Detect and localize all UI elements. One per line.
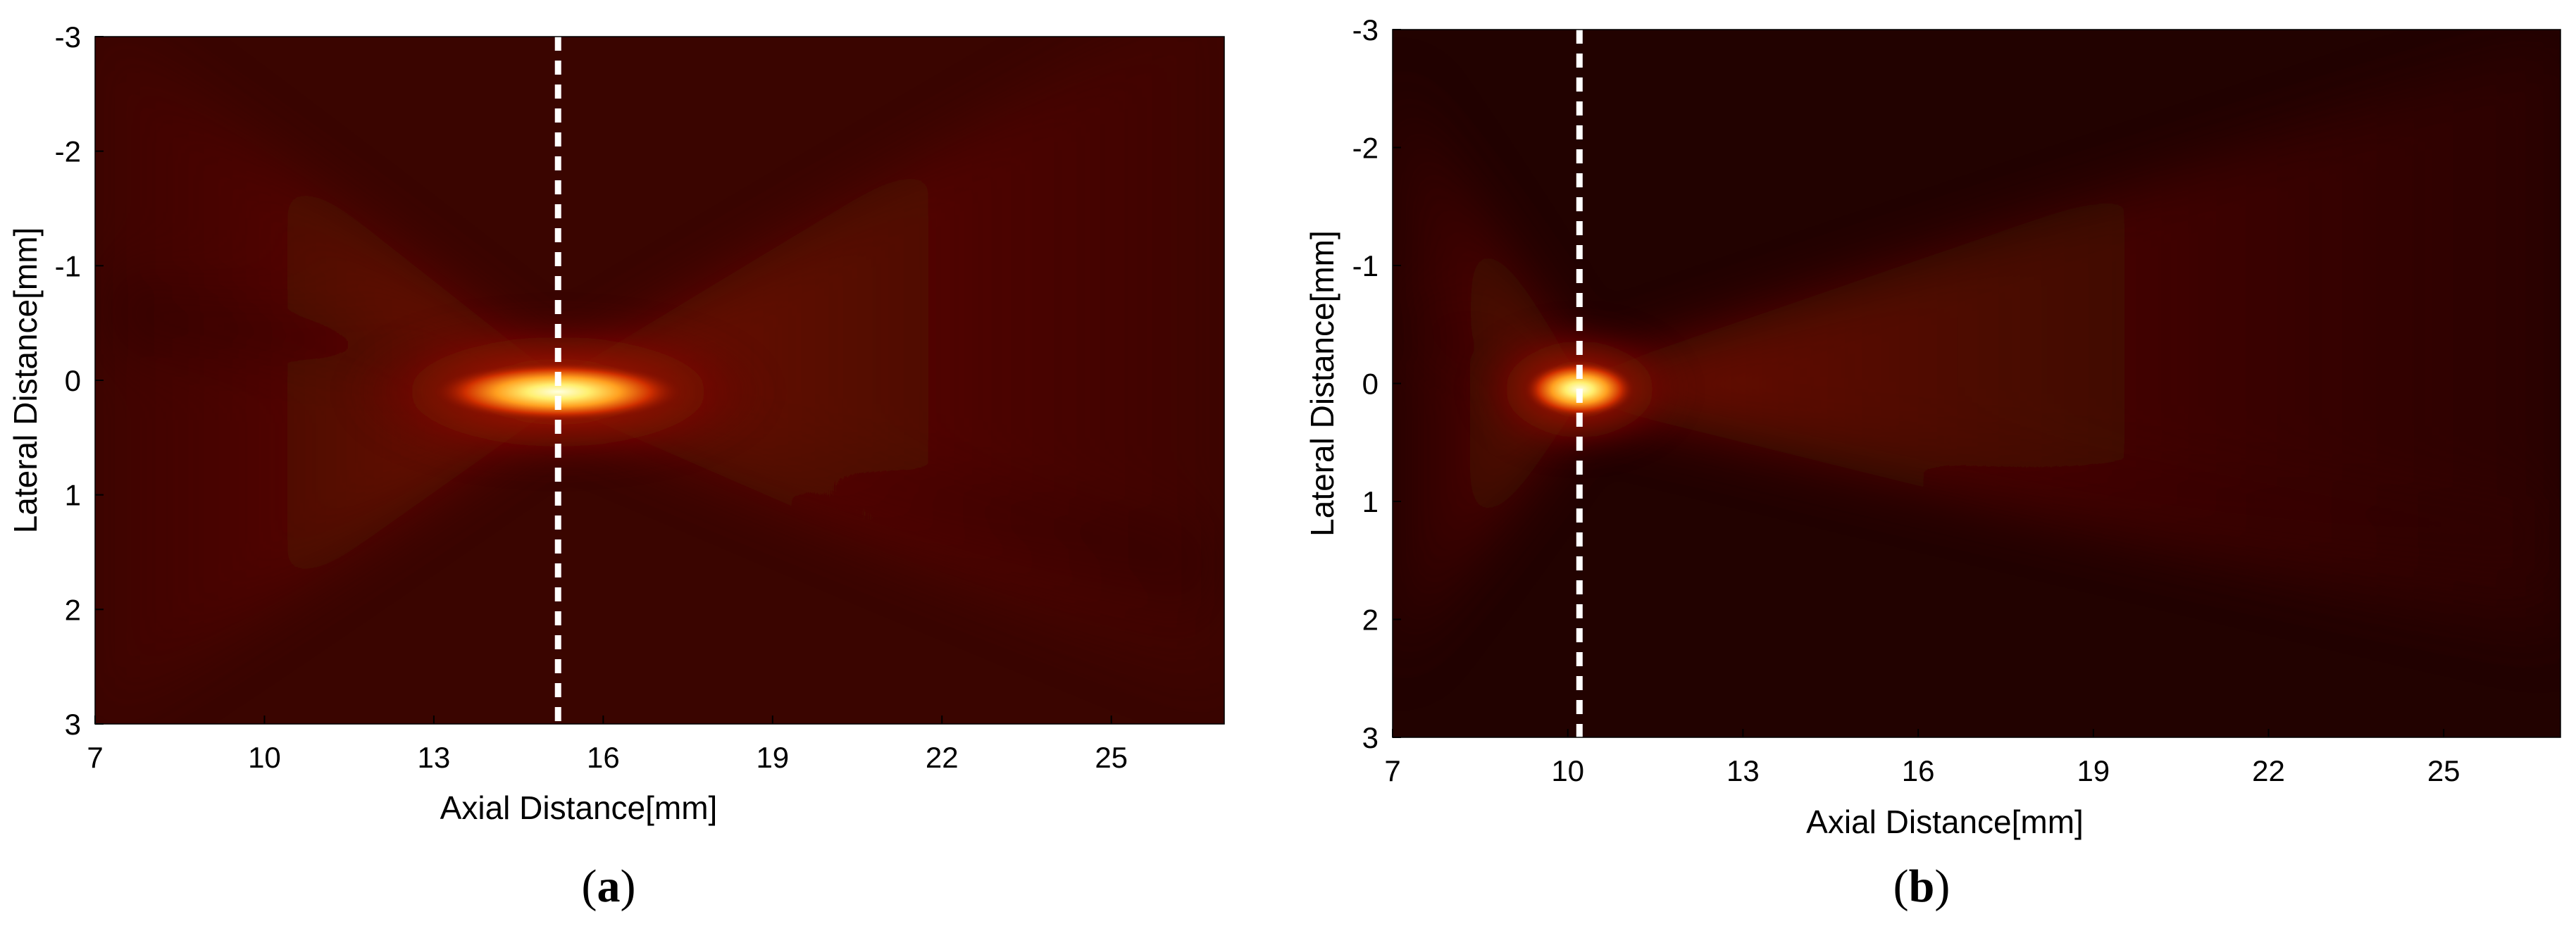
y-tick-label: -1: [1352, 249, 1379, 282]
y-tick-label: 1: [1362, 485, 1379, 518]
y-tick-label: 1: [65, 479, 81, 512]
x-axis-label: Axial Distance[mm]: [1806, 804, 2084, 840]
x-tick-label: 13: [1726, 754, 1760, 787]
y-tick-label: 0: [1362, 368, 1379, 401]
caption-open-paren: (: [582, 861, 597, 912]
beam-shadow-lower: [1636, 417, 2561, 581]
heatmap-area: [95, 37, 1224, 724]
y-tick-label: -2: [55, 135, 81, 168]
caption-close-paren: ): [1934, 861, 1950, 912]
y-axis-label: Lateral Distance[mm]: [1304, 230, 1340, 537]
x-tick-label: 22: [926, 741, 959, 774]
y-tick-label: 2: [1362, 604, 1379, 637]
x-tick-label: 16: [1902, 754, 1935, 787]
beam-lobes: [95, 37, 1224, 724]
y-tick-label: -1: [55, 249, 81, 282]
x-tick-label: 16: [587, 741, 620, 774]
panel-caption: (b): [1893, 861, 1950, 912]
y-tick-label: 3: [65, 708, 81, 741]
x-tick-label: 7: [87, 741, 103, 774]
y-tick-label: 0: [65, 364, 81, 397]
chart-panel-2: 7 10 13 16 19 22 25 -3 -2 -1 0 1 2 3 Axial Distance[mm…: [1304, 13, 2561, 912]
y-tick-label: 3: [1362, 721, 1379, 754]
x-tick-label: 25: [1095, 741, 1128, 774]
caption-close-paren: ): [621, 861, 636, 912]
x-tick-label: 7: [1384, 754, 1400, 787]
caption-letter: b: [1909, 861, 1935, 912]
y-tick-label: 2: [65, 593, 81, 626]
beam-lobe-near: [95, 37, 559, 724]
focal-spot: [435, 362, 682, 422]
beam-shadow-lower: [614, 420, 1224, 619]
y-tick-label: -3: [55, 20, 81, 54]
x-tick-label: 10: [248, 741, 281, 774]
panel-caption: (a): [582, 861, 636, 912]
caption-open-paren: (: [1893, 861, 1909, 912]
y-axis-label: Lateral Distance[mm]: [7, 227, 44, 534]
x-tick-label: 19: [2077, 754, 2110, 787]
heatmap-area: [1393, 30, 2561, 737]
y-tick-label: -3: [1352, 13, 1379, 46]
x-tick-label: 25: [2427, 754, 2460, 787]
x-tick-label: 19: [756, 741, 789, 774]
x-tick-label: 22: [2252, 754, 2285, 787]
x-axis-label: Axial Distance[mm]: [440, 789, 718, 826]
x-tick-label: 13: [418, 741, 451, 774]
x-tick-label: 10: [1551, 754, 1584, 787]
caption-letter: a: [597, 861, 621, 912]
y-tick-label: -2: [1352, 132, 1379, 165]
chart-panel-1: 7 10 13 16 19 22 25 -3 -2 -1 0 1 2 3 Axial Distance[mm…: [7, 20, 1225, 912]
